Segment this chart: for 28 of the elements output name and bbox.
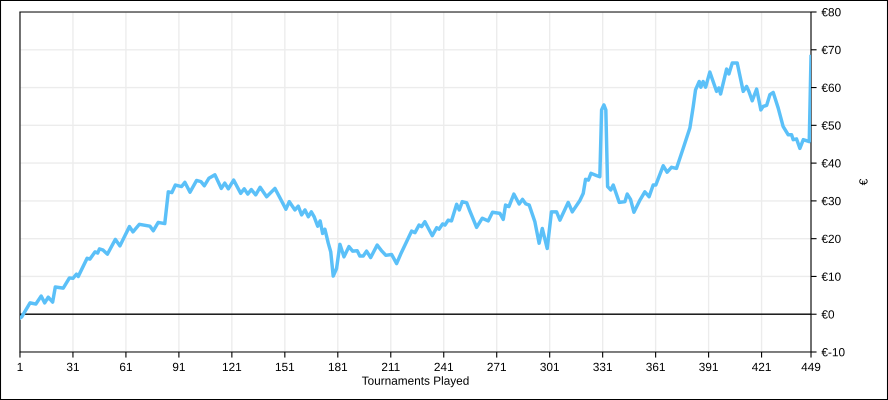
y-tick-label: €70 — [822, 46, 841, 54]
x-tick-label: 331 — [593, 362, 612, 372]
x-tick-label: 121 — [222, 362, 242, 371]
y-tick-label: €20 — [822, 234, 841, 244]
x-tick-label: 449 — [801, 362, 820, 372]
y-tick-label: €0 — [822, 310, 834, 319]
y-axis-title: € — [859, 178, 868, 186]
x-tick-label: 361 — [646, 362, 665, 372]
x-tick-label: 271 — [487, 362, 506, 371]
x-tick-label: 301 — [540, 362, 559, 372]
y-tick-label: €60 — [822, 84, 841, 92]
y-tick-label: €40 — [822, 159, 841, 168]
x-tick-label: 151 — [276, 362, 294, 372]
y-tick-label: €30 — [822, 196, 841, 206]
y-tick-label: €-10 — [822, 348, 845, 356]
x-tick-label: 241 — [434, 362, 454, 371]
x-tick-label: 391 — [699, 362, 718, 372]
x-tick-label: 61 — [120, 362, 132, 372]
y-tick-label: €50 — [822, 121, 841, 130]
y-tick-label: €80 — [822, 8, 841, 16]
x-tick-label: 91 — [172, 362, 185, 372]
x-tick-label: 421 — [752, 362, 771, 371]
x-axis-title: Tournaments Played — [362, 376, 469, 388]
x-tick-label: 1 — [18, 362, 23, 371]
y-tick-label: €10 — [822, 272, 841, 281]
x-tick-label: 181 — [328, 362, 348, 372]
x-tick-label: 31 — [66, 362, 79, 372]
x-tick-label: 211 — [382, 362, 400, 371]
